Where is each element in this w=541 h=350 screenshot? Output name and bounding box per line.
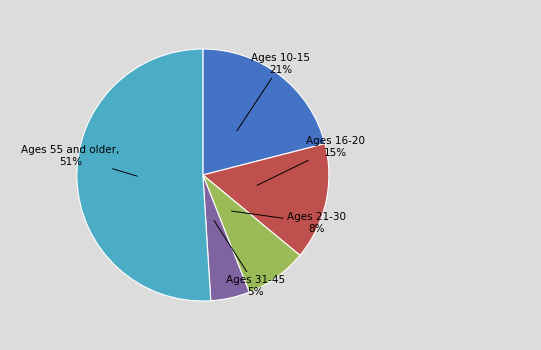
Wedge shape	[203, 49, 325, 175]
Text: Ages 21-30
8%: Ages 21-30 8%	[232, 211, 346, 234]
Text: Ages 10-15
21%: Ages 10-15 21%	[237, 53, 311, 131]
Wedge shape	[203, 175, 249, 301]
Wedge shape	[203, 144, 329, 255]
Wedge shape	[77, 49, 211, 301]
Text: Ages 31-45
5%: Ages 31-45 5%	[214, 220, 285, 297]
Wedge shape	[203, 175, 300, 292]
Text: Ages 55 and older,
51%: Ages 55 and older, 51%	[22, 145, 137, 176]
Text: Ages 16-20
15%: Ages 16-20 15%	[257, 136, 365, 186]
